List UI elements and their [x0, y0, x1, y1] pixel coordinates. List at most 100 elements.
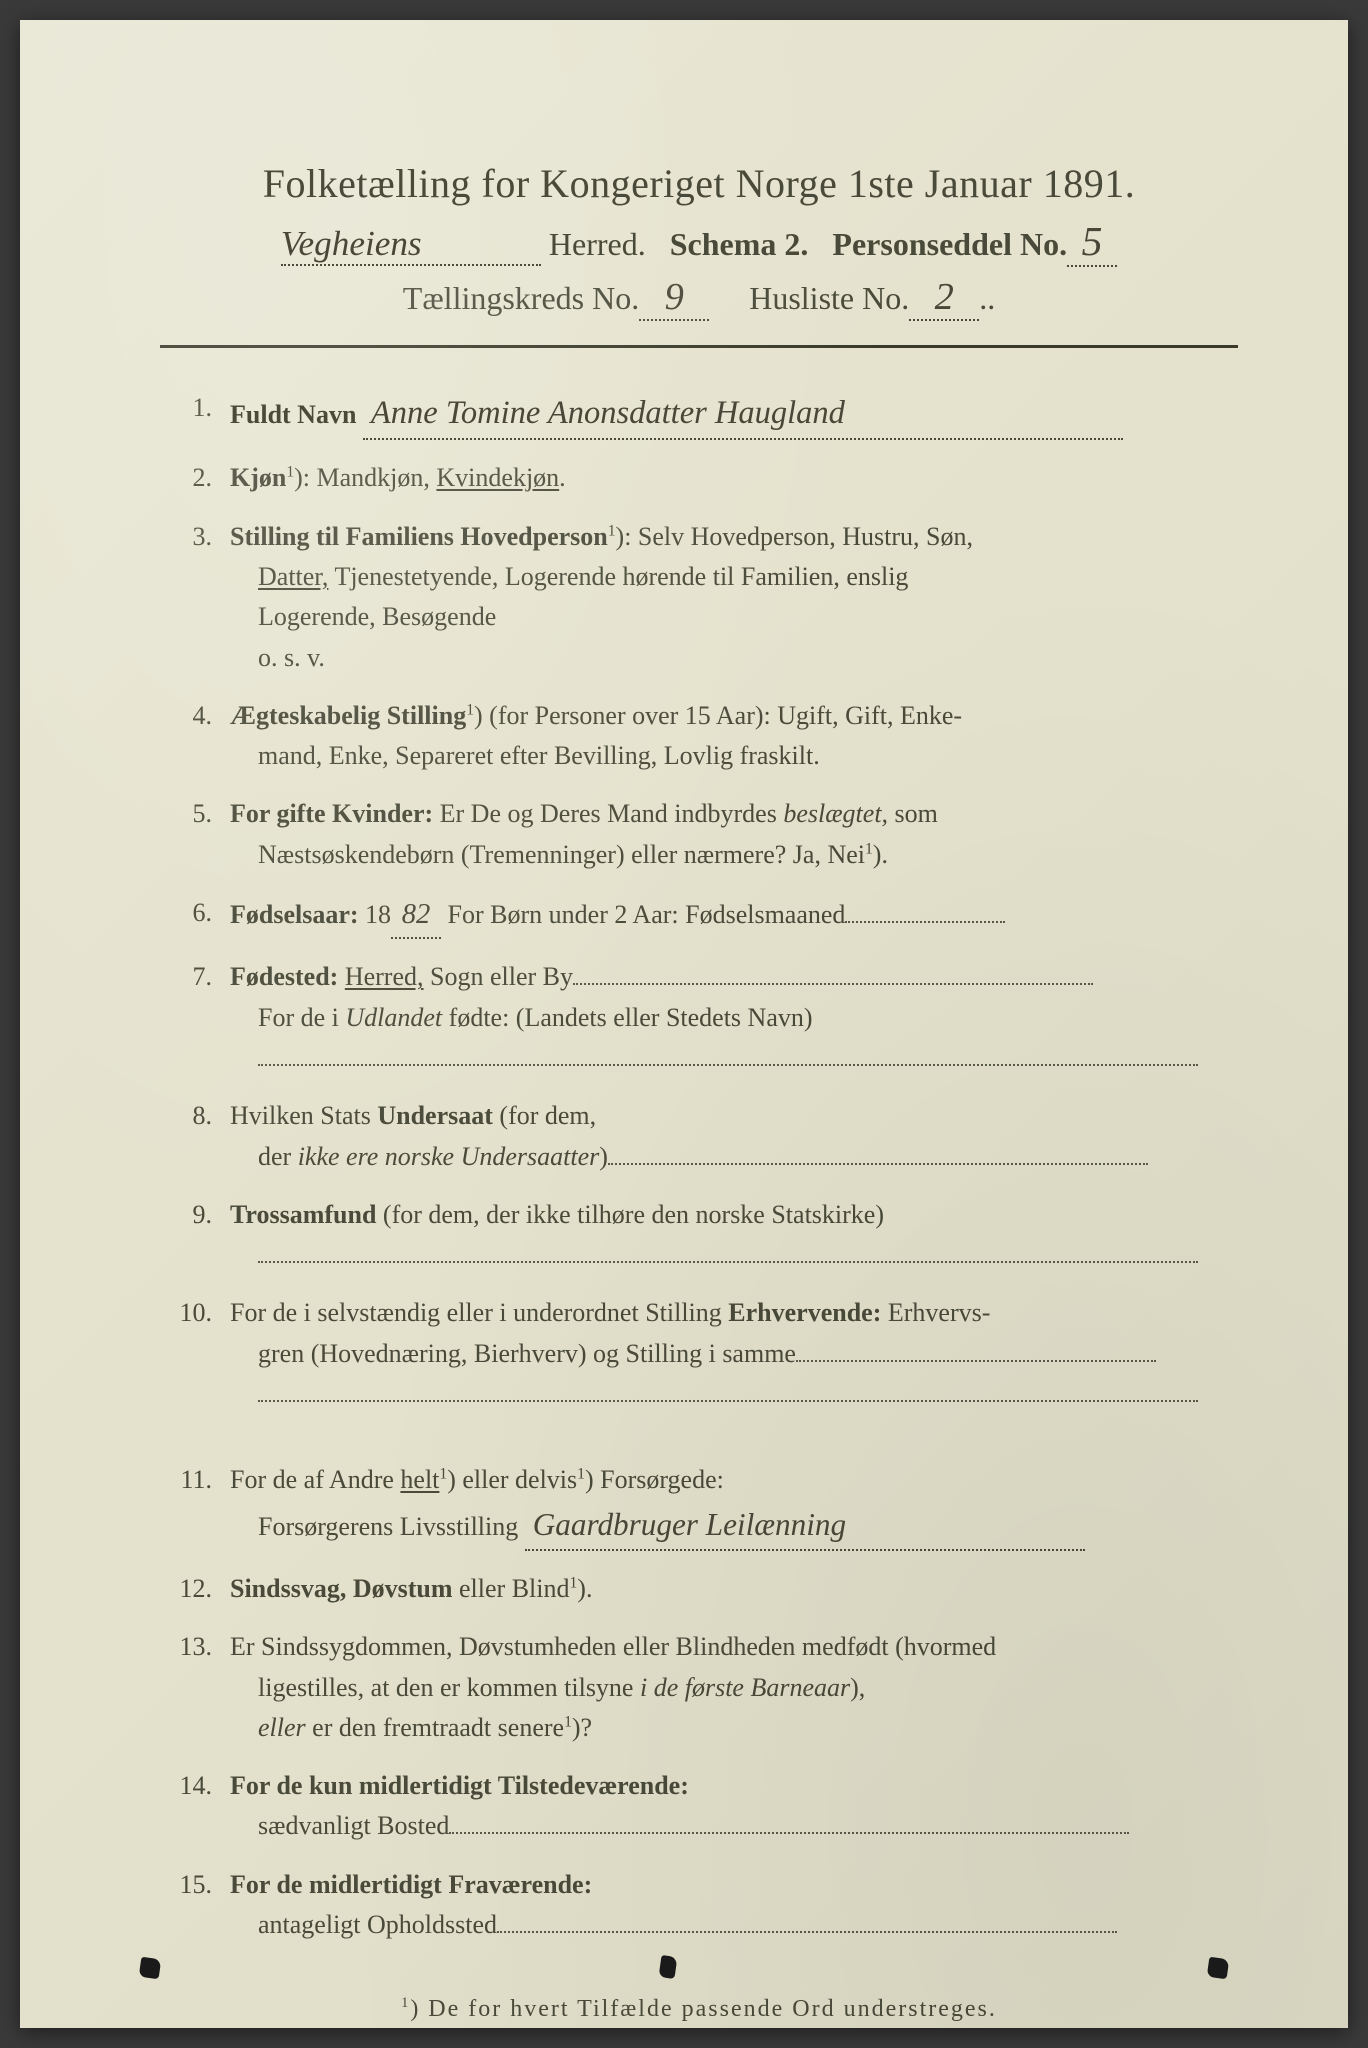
year-field: 82	[391, 893, 441, 939]
hole-punch-icon	[1207, 1957, 1230, 1980]
line1: Hvilken Stats	[230, 1101, 377, 1130]
line2a: For de i	[258, 1003, 345, 1032]
husliste-label: Husliste No.	[749, 280, 909, 316]
item-number: 4.	[160, 696, 230, 777]
label: Ægteskabelig Stilling	[230, 701, 466, 730]
line3: er den fremtraadt senere	[306, 1713, 564, 1742]
item-number: 10.	[160, 1293, 230, 1442]
item-body: For de i selvstændig eller i underordnet…	[230, 1293, 1218, 1442]
item-number: 7.	[160, 957, 230, 1078]
line2b: fødte: (Landets eller Stedets Navn)	[442, 1003, 812, 1032]
item-body: For de midlertidigt Fraværende: antageli…	[230, 1865, 1218, 1946]
sup: 1	[865, 840, 873, 857]
item-body: Trossamfund (for dem, der ikke tilhøre d…	[230, 1195, 1218, 1276]
line2-wrap: der ikke ere norske Undersaatter)	[230, 1137, 1218, 1177]
item-number: 6.	[160, 893, 230, 939]
item-number: 2.	[160, 458, 230, 498]
dotline	[258, 1400, 1198, 1402]
dotline	[845, 921, 1005, 923]
dotline	[573, 983, 1093, 985]
item-body: Fødested: Herred, Sogn eller By For de i…	[230, 957, 1218, 1078]
item-body: For de kun midlertidigt Tilstedeværende:…	[230, 1766, 1218, 1847]
item-8: 8. Hvilken Stats Undersaat (for dem, der…	[160, 1096, 1218, 1177]
line3: Logerende, Besøgende	[230, 597, 1218, 637]
item-number: 15.	[160, 1865, 230, 1946]
kreds-no: 9	[639, 275, 709, 321]
item-body: Kjøn1): Mandkjøn, Kvindekjøn.	[230, 458, 1218, 498]
tail: ).	[873, 840, 888, 869]
line2-wrap: Forsørgerens Livsstilling Gaardbruger Le…	[230, 1501, 1218, 1551]
dotline-wrap	[230, 1374, 1218, 1414]
bold1: Erhvervende:	[728, 1298, 881, 1327]
sup: 1	[608, 522, 616, 539]
form-items: 1. Fuldt Navn Anne Tomine Anonsdatter Ha…	[160, 388, 1238, 1945]
item-body: Fuldt Navn Anne Tomine Anonsdatter Haugl…	[230, 388, 1218, 440]
sup: 1	[286, 464, 294, 481]
dotline-wrap	[230, 1235, 1218, 1275]
label-a: Kjøn	[230, 463, 286, 492]
line2a: ligestilles, at den er kommen tilsyne	[258, 1673, 640, 1702]
tail: ).	[577, 1574, 592, 1603]
item-13: 13. Er Sindssygdommen, Døvstumheden elle…	[160, 1627, 1218, 1748]
line1b: ) eller delvis	[447, 1465, 577, 1494]
line1b: Erhvervs-	[881, 1298, 990, 1327]
line1a: Er De og Deres Mand indbyrdes	[433, 799, 783, 828]
item-10: 10. For de i selvstændig eller i underor…	[160, 1293, 1218, 1442]
hole-punch-icon	[659, 1955, 678, 1979]
item-1: 1. Fuldt Navn Anne Tomine Anonsdatter Ha…	[160, 388, 1218, 440]
italic2: ikke ere norske Undersaatter	[298, 1142, 600, 1171]
line1a: For de af Andre	[230, 1465, 400, 1494]
year-suffix: 91	[1084, 161, 1125, 206]
line2: antageligt Opholdssted	[258, 1910, 497, 1939]
rest: For Børn under 2 Aar: Fødselsmaaned	[441, 900, 845, 929]
forsorger-field: Gaardbruger Leilænning	[525, 1501, 1085, 1551]
dotline	[796, 1360, 1156, 1362]
line2-wrap: Datter, Tjenestetyende, Logerende hørend…	[230, 557, 1218, 597]
item-number: 9.	[160, 1195, 230, 1276]
sup: 1	[564, 1713, 572, 1730]
item-14: 14. For de kun midlertidigt Tilstedevære…	[160, 1766, 1218, 1847]
italic1: beslægtet,	[783, 799, 888, 828]
line1: Er Sindssygdommen, Døvstumheden eller Bl…	[230, 1632, 996, 1661]
label-b: ): Mandkjøn,	[294, 463, 436, 492]
item-number: 5.	[160, 794, 230, 875]
item-number: 11.	[160, 1460, 230, 1551]
line2: sædvanligt Bosted	[258, 1811, 449, 1840]
bold: For de kun midlertidigt Tilstedeværende:	[230, 1771, 689, 1800]
line1b: (for dem,	[493, 1101, 596, 1130]
dotline	[258, 1261, 1198, 1263]
spacer	[230, 1414, 1218, 1442]
schema-label: Schema 2.	[670, 226, 809, 262]
item-body: For de af Andre helt1) eller delvis1) Fo…	[230, 1460, 1218, 1551]
line2a: Forsørgerens Livsstilling	[258, 1512, 518, 1541]
line2b: )	[599, 1142, 608, 1171]
bold: Sindssvag, Døvstum	[230, 1574, 453, 1603]
item-body: For gifte Kvinder: Er De og Deres Mand i…	[230, 794, 1218, 875]
prefix: 18	[359, 900, 392, 929]
item-12: 12. Sindssvag, Døvstum eller Blind1).	[160, 1569, 1218, 1609]
herred-field: Vegheiens	[281, 224, 541, 266]
sup2: 1	[577, 1466, 585, 1483]
period: .	[1125, 161, 1136, 206]
dotline	[608, 1163, 1148, 1165]
bold1: Undersaat	[377, 1101, 493, 1130]
item-number: 3.	[160, 517, 230, 678]
dotline	[497, 1931, 1117, 1933]
item-4: 4. Ægteskabelig Stilling1) (for Personer…	[160, 696, 1218, 777]
underlined: Datter,	[258, 562, 328, 591]
line1a: For de i selvstændig eller i underordnet…	[230, 1298, 728, 1327]
item-3: 3. Stilling til Familiens Hovedperson1):…	[160, 517, 1218, 678]
item-number: 12.	[160, 1569, 230, 1609]
item-number: 14.	[160, 1766, 230, 1847]
item-body: Fødselsaar: 1882 For Børn under 2 Aar: F…	[230, 893, 1218, 939]
item-11: 11. For de af Andre helt1) eller delvis1…	[160, 1460, 1218, 1551]
subtitle-line-2: Tællingskreds No.9 Husliste No.2..	[160, 275, 1238, 321]
line1b: som	[888, 799, 938, 828]
italic2: i de første Barneaar	[640, 1673, 850, 1702]
line3-wrap: eller er den fremtraadt senere1)?	[230, 1708, 1218, 1748]
dotline	[258, 1064, 1198, 1066]
rest: Sogn eller By	[424, 962, 574, 991]
form-header: Folketælling for Kongeriget Norge 1ste J…	[160, 160, 1238, 348]
item-body: Ægteskabelig Stilling1) (for Personer ov…	[230, 696, 1218, 777]
label: Fødselsaar:	[230, 900, 359, 929]
